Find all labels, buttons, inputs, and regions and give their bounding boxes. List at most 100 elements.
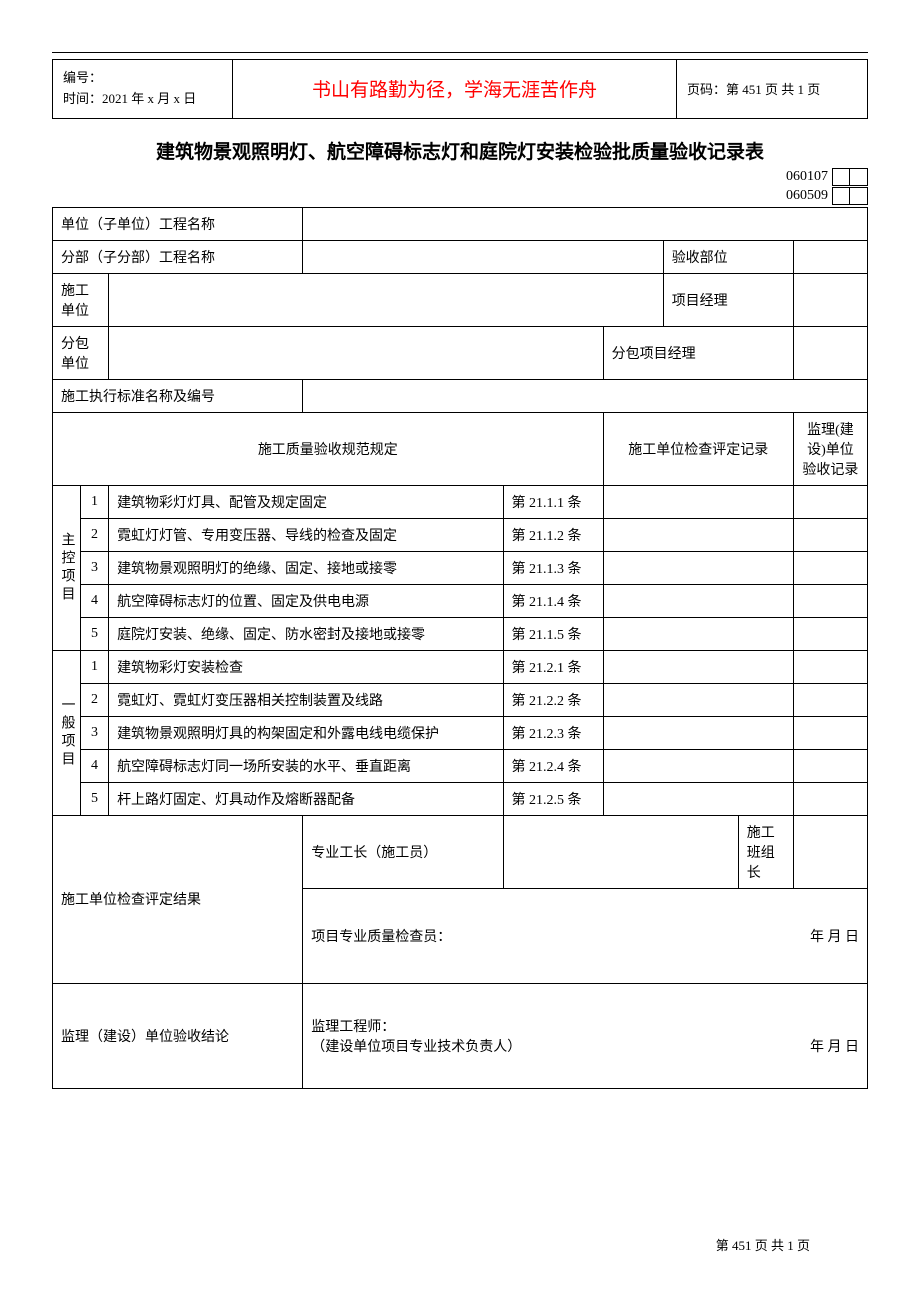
item-ref: 第 21.1.4 条: [503, 584, 603, 617]
item-ref: 第 21.2.3 条: [503, 716, 603, 749]
team-leader-label: 施工班组长: [738, 815, 793, 888]
construction-unit-value[interactable]: [109, 273, 664, 326]
item-supervision[interactable]: [793, 650, 867, 683]
inspector-signature[interactable]: 项目专业质量检查员： 年 月 日: [303, 888, 868, 983]
accept-location-value[interactable]: [793, 240, 867, 273]
code-box: [850, 168, 868, 186]
code-2: 060509: [786, 188, 828, 204]
table-row: 3 建筑物景观照明灯具的构架固定和外露电线电缆保护 第 21.2.3 条: [53, 716, 868, 749]
item-record[interactable]: [603, 650, 793, 683]
quality-inspector-label: 项目专业质量检查员：: [311, 926, 451, 946]
item-supervision[interactable]: [793, 551, 867, 584]
header-box: 编号： 时间：2021 年 x 月 x 日 书山有路勤为径，学海无涯苦作舟 页码…: [52, 59, 868, 119]
item-desc: 建筑物景观照明灯的绝缘、固定、接地或接零: [109, 551, 503, 584]
supervisor-signature[interactable]: 监理工程师： （建设单位项目专业技术负责人） 年 月 日: [303, 983, 868, 1088]
date-suffix: 年 月 日: [810, 926, 859, 946]
item-ref: 第 21.1.5 条: [503, 617, 603, 650]
item-supervision[interactable]: [793, 716, 867, 749]
item-supervision[interactable]: [793, 584, 867, 617]
item-desc: 建筑物彩灯灯具、配管及规定固定: [109, 485, 503, 518]
item-supervision[interactable]: [793, 485, 867, 518]
item-num: 5: [81, 782, 109, 815]
sub-project-value[interactable]: [303, 240, 663, 273]
main-table: 单位（子单位）工程名称 分部（子分部）工程名称 验收部位 施工单位 项目经理 分…: [52, 207, 868, 1089]
sub-pm-value[interactable]: [793, 326, 867, 379]
construction-tech-lead-label: （建设单位项目专业技术负责人）: [311, 1036, 521, 1056]
general-label: 一般项目: [53, 650, 81, 815]
code-row-1: 060107: [52, 168, 868, 186]
unit-project-value[interactable]: [303, 207, 868, 240]
item-supervision[interactable]: [793, 782, 867, 815]
standard-value[interactable]: [303, 379, 868, 412]
supervisor-engineer-label: 监理工程师：: [311, 1016, 521, 1036]
item-num: 2: [81, 518, 109, 551]
project-manager-value[interactable]: [793, 273, 867, 326]
code-box: [832, 187, 850, 205]
table-row: 主控项目 1 建筑物彩灯灯具、配管及规定固定 第 21.1.1 条: [53, 485, 868, 518]
table-row: 2 霓虹灯灯管、专用变压器、导线的检查及固定 第 21.1.2 条: [53, 518, 868, 551]
page-label: 页码：: [687, 79, 726, 98]
item-record[interactable]: [603, 617, 793, 650]
item-record[interactable]: [603, 749, 793, 782]
table-row: 4 航空障碍标志灯同一场所安装的水平、垂直距离 第 21.2.4 条: [53, 749, 868, 782]
sub-project-label: 分部（子分部）工程名称: [53, 240, 303, 273]
item-supervision[interactable]: [793, 749, 867, 782]
item-num: 2: [81, 683, 109, 716]
item-desc: 杆上路灯固定、灯具动作及熔断器配备: [109, 782, 503, 815]
code-row-2: 060509: [52, 187, 868, 205]
time-label: 时间：: [63, 91, 102, 106]
item-num: 4: [81, 749, 109, 782]
table-row: 5 庭院灯安装、绝缘、固定、防水密封及接地或接零 第 21.1.5 条: [53, 617, 868, 650]
code-boxes-2: [832, 187, 868, 205]
item-ref: 第 21.2.2 条: [503, 683, 603, 716]
project-manager-label: 项目经理: [663, 273, 793, 326]
table-row: 施工执行标准名称及编号: [53, 379, 868, 412]
supervision-record-header: 监理(建设)单位验收记录: [793, 412, 867, 485]
inspection-record-header: 施工单位检查评定记录: [603, 412, 793, 485]
table-row: 一般项目 1 建筑物彩灯安装检查 第 21.2.1 条: [53, 650, 868, 683]
item-ref: 第 21.2.4 条: [503, 749, 603, 782]
time-line: 时间：2021 年 x 月 x 日: [63, 89, 222, 110]
code-1: 060107: [786, 169, 828, 185]
item-supervision[interactable]: [793, 617, 867, 650]
item-desc: 航空障碍标志灯同一场所安装的水平、垂直距离: [109, 749, 503, 782]
item-record[interactable]: [603, 782, 793, 815]
supervision-conclusion-label: 监理（建设）单位验收结论: [53, 983, 303, 1088]
item-num: 3: [81, 716, 109, 749]
table-row: 5 杆上路灯固定、灯具动作及熔断器配备 第 21.2.5 条: [53, 782, 868, 815]
foreman-value[interactable]: [503, 815, 738, 888]
header-motto: 书山有路勤为径，学海无涯苦作舟: [233, 60, 677, 118]
subcontract-unit-value[interactable]: [109, 326, 604, 379]
page-title: 建筑物景观照明灯、航空障碍标志灯和庭院灯安装检验批质量验收记录表: [52, 137, 868, 164]
page-footer: 第 451 页 共 1 页: [716, 1235, 810, 1254]
table-row: 监理（建设）单位验收结论 监理工程师： （建设单位项目专业技术负责人） 年 月 …: [53, 983, 868, 1088]
item-record[interactable]: [603, 716, 793, 749]
item-num: 5: [81, 617, 109, 650]
main-control-label: 主控项目: [53, 485, 81, 650]
foreman-label: 专业工长（施工员）: [303, 815, 503, 888]
team-leader-value[interactable]: [793, 815, 867, 888]
table-row: 分包单位 分包项目经理: [53, 326, 868, 379]
item-supervision[interactable]: [793, 518, 867, 551]
section-header-row: 施工质量验收规范规定 施工单位检查评定记录 监理(建设)单位验收记录: [53, 412, 868, 485]
time-value: 2021 年 x 月 x 日: [102, 91, 196, 106]
item-record[interactable]: [603, 584, 793, 617]
item-desc: 庭院灯安装、绝缘、固定、防水密封及接地或接零: [109, 617, 503, 650]
item-record[interactable]: [603, 551, 793, 584]
item-supervision[interactable]: [793, 683, 867, 716]
table-row: 2 霓虹灯、霓虹灯变压器相关控制装置及线路 第 21.2.2 条: [53, 683, 868, 716]
item-record[interactable]: [603, 683, 793, 716]
serial-label: 编号：: [63, 68, 222, 89]
table-row: 分部（子分部）工程名称 验收部位: [53, 240, 868, 273]
page-top-rule: [52, 52, 868, 53]
item-ref: 第 21.1.3 条: [503, 551, 603, 584]
item-ref: 第 21.2.5 条: [503, 782, 603, 815]
item-record[interactable]: [603, 485, 793, 518]
item-num: 1: [81, 650, 109, 683]
item-num: 1: [81, 485, 109, 518]
table-row: 施工单位 项目经理: [53, 273, 868, 326]
date-suffix-2: 年 月 日: [810, 1036, 859, 1056]
item-record[interactable]: [603, 518, 793, 551]
page-value: 第 451 页 共 1 页: [726, 79, 820, 98]
table-row: 施工单位检查评定结果 专业工长（施工员） 施工班组长: [53, 815, 868, 888]
